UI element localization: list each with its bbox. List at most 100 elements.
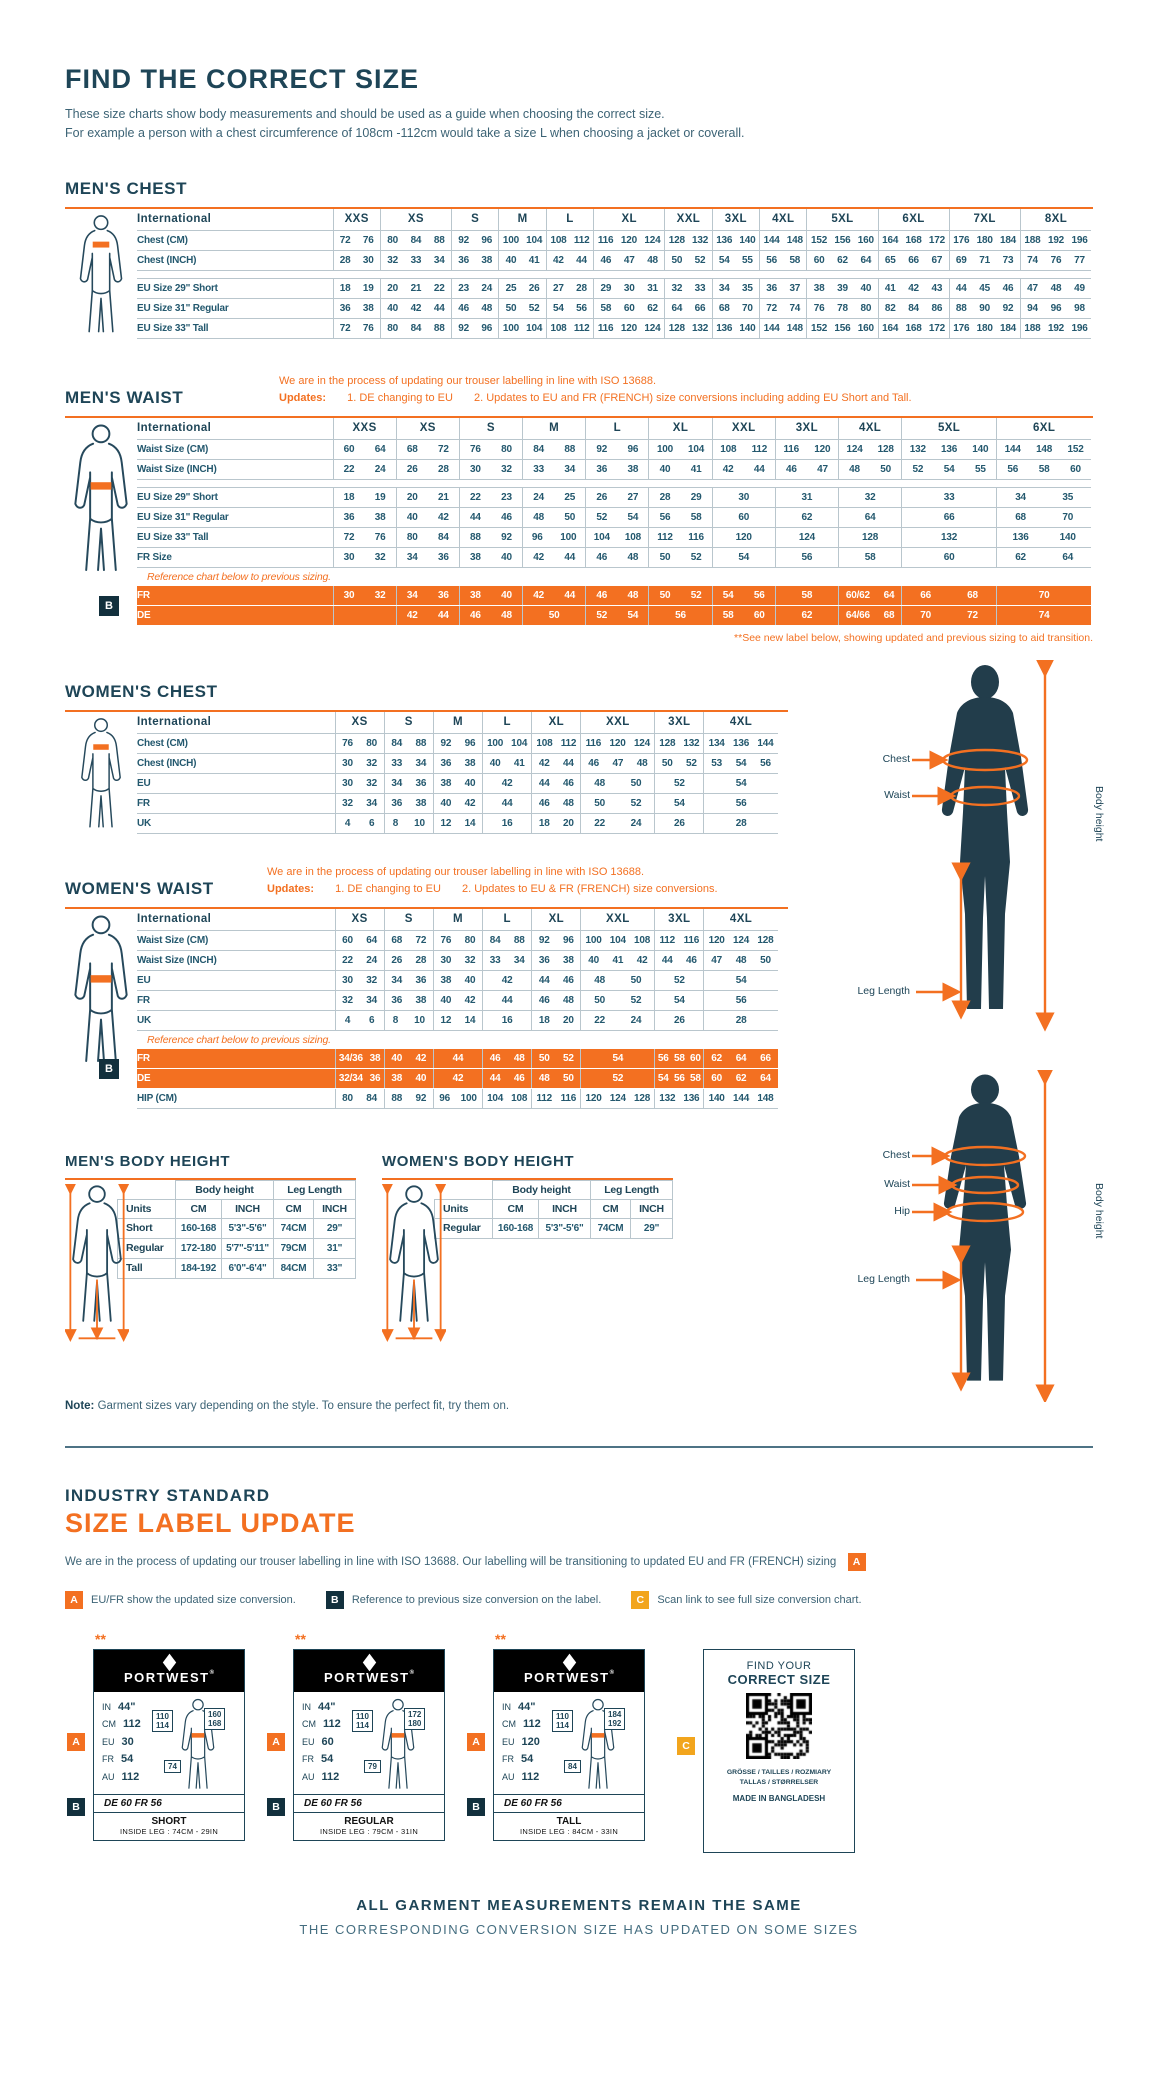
size-cell: 88 92 xyxy=(458,527,523,548)
row-label: Waist Size (CM) xyxy=(137,439,333,460)
table-row: Reference chart below to previous sizing… xyxy=(137,567,1091,586)
size-cell: XS xyxy=(395,417,460,440)
man-body-height-label: Body height xyxy=(1093,786,1105,842)
size-cell: 34 36 xyxy=(383,970,434,991)
size-cell: 30 32 xyxy=(332,585,397,606)
mens-waist-table: International XXS XS S M L XL XXL 3XL 4XL 5XL 6XL Wa… xyxy=(137,417,1092,626)
row-label: FR Size xyxy=(137,547,333,568)
size-cell: 124 128 xyxy=(837,439,902,460)
size-cell: 42 xyxy=(482,970,532,991)
column-header: CM xyxy=(492,1198,539,1219)
size-row: AU 112 xyxy=(302,1770,340,1783)
size-cell: 50 52 xyxy=(648,585,713,606)
size-cell: 18 19 xyxy=(332,278,381,299)
section-divider xyxy=(65,1445,1093,1448)
size-row: IN 44" xyxy=(302,1700,336,1713)
size-cell: 136 140 xyxy=(711,318,760,339)
woman-silhouette-icon xyxy=(912,1066,1055,1404)
size-cell: 5'3"-5'6" xyxy=(221,1217,274,1239)
brand-diamond-icon xyxy=(362,1653,376,1672)
outline-figure-icon xyxy=(74,915,128,1062)
leg-measure-box: 79 xyxy=(364,1759,381,1774)
row-label: HIP (CM) xyxy=(137,1088,335,1109)
size-cell: 76 80 xyxy=(458,439,523,460)
row-label: Chest (INCH) xyxy=(137,250,333,271)
size-cell: XXS xyxy=(332,208,381,231)
height-measure-box: 172 180 xyxy=(404,1707,426,1731)
table-row: EU 30 32 34 36 38 40 42 44 46 48 50 52 54 xyxy=(137,970,778,991)
size-cell: 8XL xyxy=(1019,208,1092,231)
size-cell: 16 xyxy=(482,813,532,834)
womens-chest-heading: WOMEN'S CHEST xyxy=(65,681,218,701)
size-cell: 5XL xyxy=(806,208,879,231)
size-cell: 26 xyxy=(654,1010,704,1031)
legend-item: A EU/FR show the updated size conversion. xyxy=(65,1590,296,1609)
size-cell: 40 41 xyxy=(648,459,713,480)
size-cell: 40 41 xyxy=(498,250,547,271)
size-cell: 58 60 xyxy=(711,605,776,626)
badge-a-icon: A xyxy=(67,1732,85,1751)
group-header: Body height xyxy=(175,1179,274,1200)
table-row: EU 30 32 34 36 38 40 42 44 46 48 50 52 54 xyxy=(137,773,778,794)
size-cell: 36 38 xyxy=(450,250,499,271)
group-header: Leg Length xyxy=(273,1179,356,1200)
size-cell: 104 108 xyxy=(482,1088,532,1109)
brand-header: PORTWEST® xyxy=(494,1649,644,1692)
size-cell: 32 34 xyxy=(334,990,385,1011)
size-cell: 116 120 124 xyxy=(593,318,665,339)
waist-measure-box: 110 114 xyxy=(352,1709,373,1733)
size-cell: 58 60 62 xyxy=(593,298,665,319)
size-cell: 112 116 xyxy=(648,527,713,548)
size-cell: 12 14 xyxy=(432,813,483,834)
previous-size-row: DE 60 FR 56 xyxy=(294,1793,444,1812)
outline-figure-icon xyxy=(79,214,123,332)
mens-waist-heading: MEN'S WAIST xyxy=(65,387,184,407)
size-cell: 42 44 xyxy=(395,605,460,626)
mens-waist-footnote: **See new label below, showing updated a… xyxy=(734,631,1093,644)
stars-marker: ** xyxy=(495,1630,506,1647)
row-label: UK xyxy=(137,1010,335,1031)
garment-label: PORTWEST® IN 44" CM 112 EU 120 FR 54 AU 112 110 114 1… xyxy=(493,1648,645,1841)
size-cell: 76 80 xyxy=(432,930,483,951)
size-cell: 60 64 xyxy=(332,439,397,460)
fit-name: REGULAR xyxy=(344,1815,394,1827)
label-figure: 110 114 172 180 79 xyxy=(352,1694,444,1794)
size-cell: 176 180 184 xyxy=(948,318,1021,339)
size-cell: XL xyxy=(531,711,581,734)
size-cell: 38 40 xyxy=(458,547,523,568)
table-row: Waist Size (INCH) 22 24 26 28 30 32 33 34 36 38 40 4… xyxy=(137,459,1092,480)
size-cell: 40 41 42 xyxy=(580,950,655,971)
size-cell: 28 xyxy=(703,1010,778,1031)
size-cell: 64/66 68 xyxy=(837,605,902,626)
size-cell: 5XL xyxy=(901,417,997,440)
size-cell: 50 52 xyxy=(648,547,713,568)
size-cell: 46 48 xyxy=(458,605,523,626)
size-cell: 42 xyxy=(482,773,532,794)
size-cell: 68 72 xyxy=(395,439,460,460)
previous-size-row: DE 60 FR 56 xyxy=(94,1793,244,1812)
size-cell: 31 xyxy=(774,487,839,508)
womens-chest-table-wrap: International XS S M L XL XXL 3XL 4XL Chest (CM) 7… xyxy=(65,709,788,834)
woman-waist-label: Waist xyxy=(884,1177,910,1190)
size-cell: 34 36 xyxy=(395,585,460,606)
row-label: DE xyxy=(137,605,333,626)
reference-note: Reference chart below to previous sizing… xyxy=(147,1033,331,1046)
spacer-cell xyxy=(137,270,1092,279)
size-cell: 36 38 xyxy=(585,459,649,480)
size-cell: 46 48 xyxy=(585,547,649,568)
size-cell: 6XL xyxy=(877,208,950,231)
qr-title-line1: FIND YOUR xyxy=(746,1659,812,1672)
size-cell: 38 40 xyxy=(458,585,523,606)
size-cell: 29" xyxy=(630,1217,673,1239)
table-row: EU Size 31" Regular 36 38 40 42 44 46 48 50 52 54 5… xyxy=(137,298,1092,319)
womens-body-height-block: WOMEN'S BODY HEIGHT Body height Leg Lengt… xyxy=(380,1153,673,1342)
badge-a-icon: A xyxy=(467,1732,485,1751)
size-cell: 30 32 xyxy=(334,970,385,991)
size-cell: XL xyxy=(593,208,665,231)
row-label: Tall xyxy=(117,1257,176,1279)
size-cell: 60 62 64 xyxy=(806,250,879,271)
size-cell: 22 24 xyxy=(580,813,655,834)
legend-item: B Reference to previous size conversion o… xyxy=(325,1590,601,1609)
size-cell: 60 62 64 xyxy=(703,1068,778,1089)
size-cell: 32 33 xyxy=(664,278,713,299)
